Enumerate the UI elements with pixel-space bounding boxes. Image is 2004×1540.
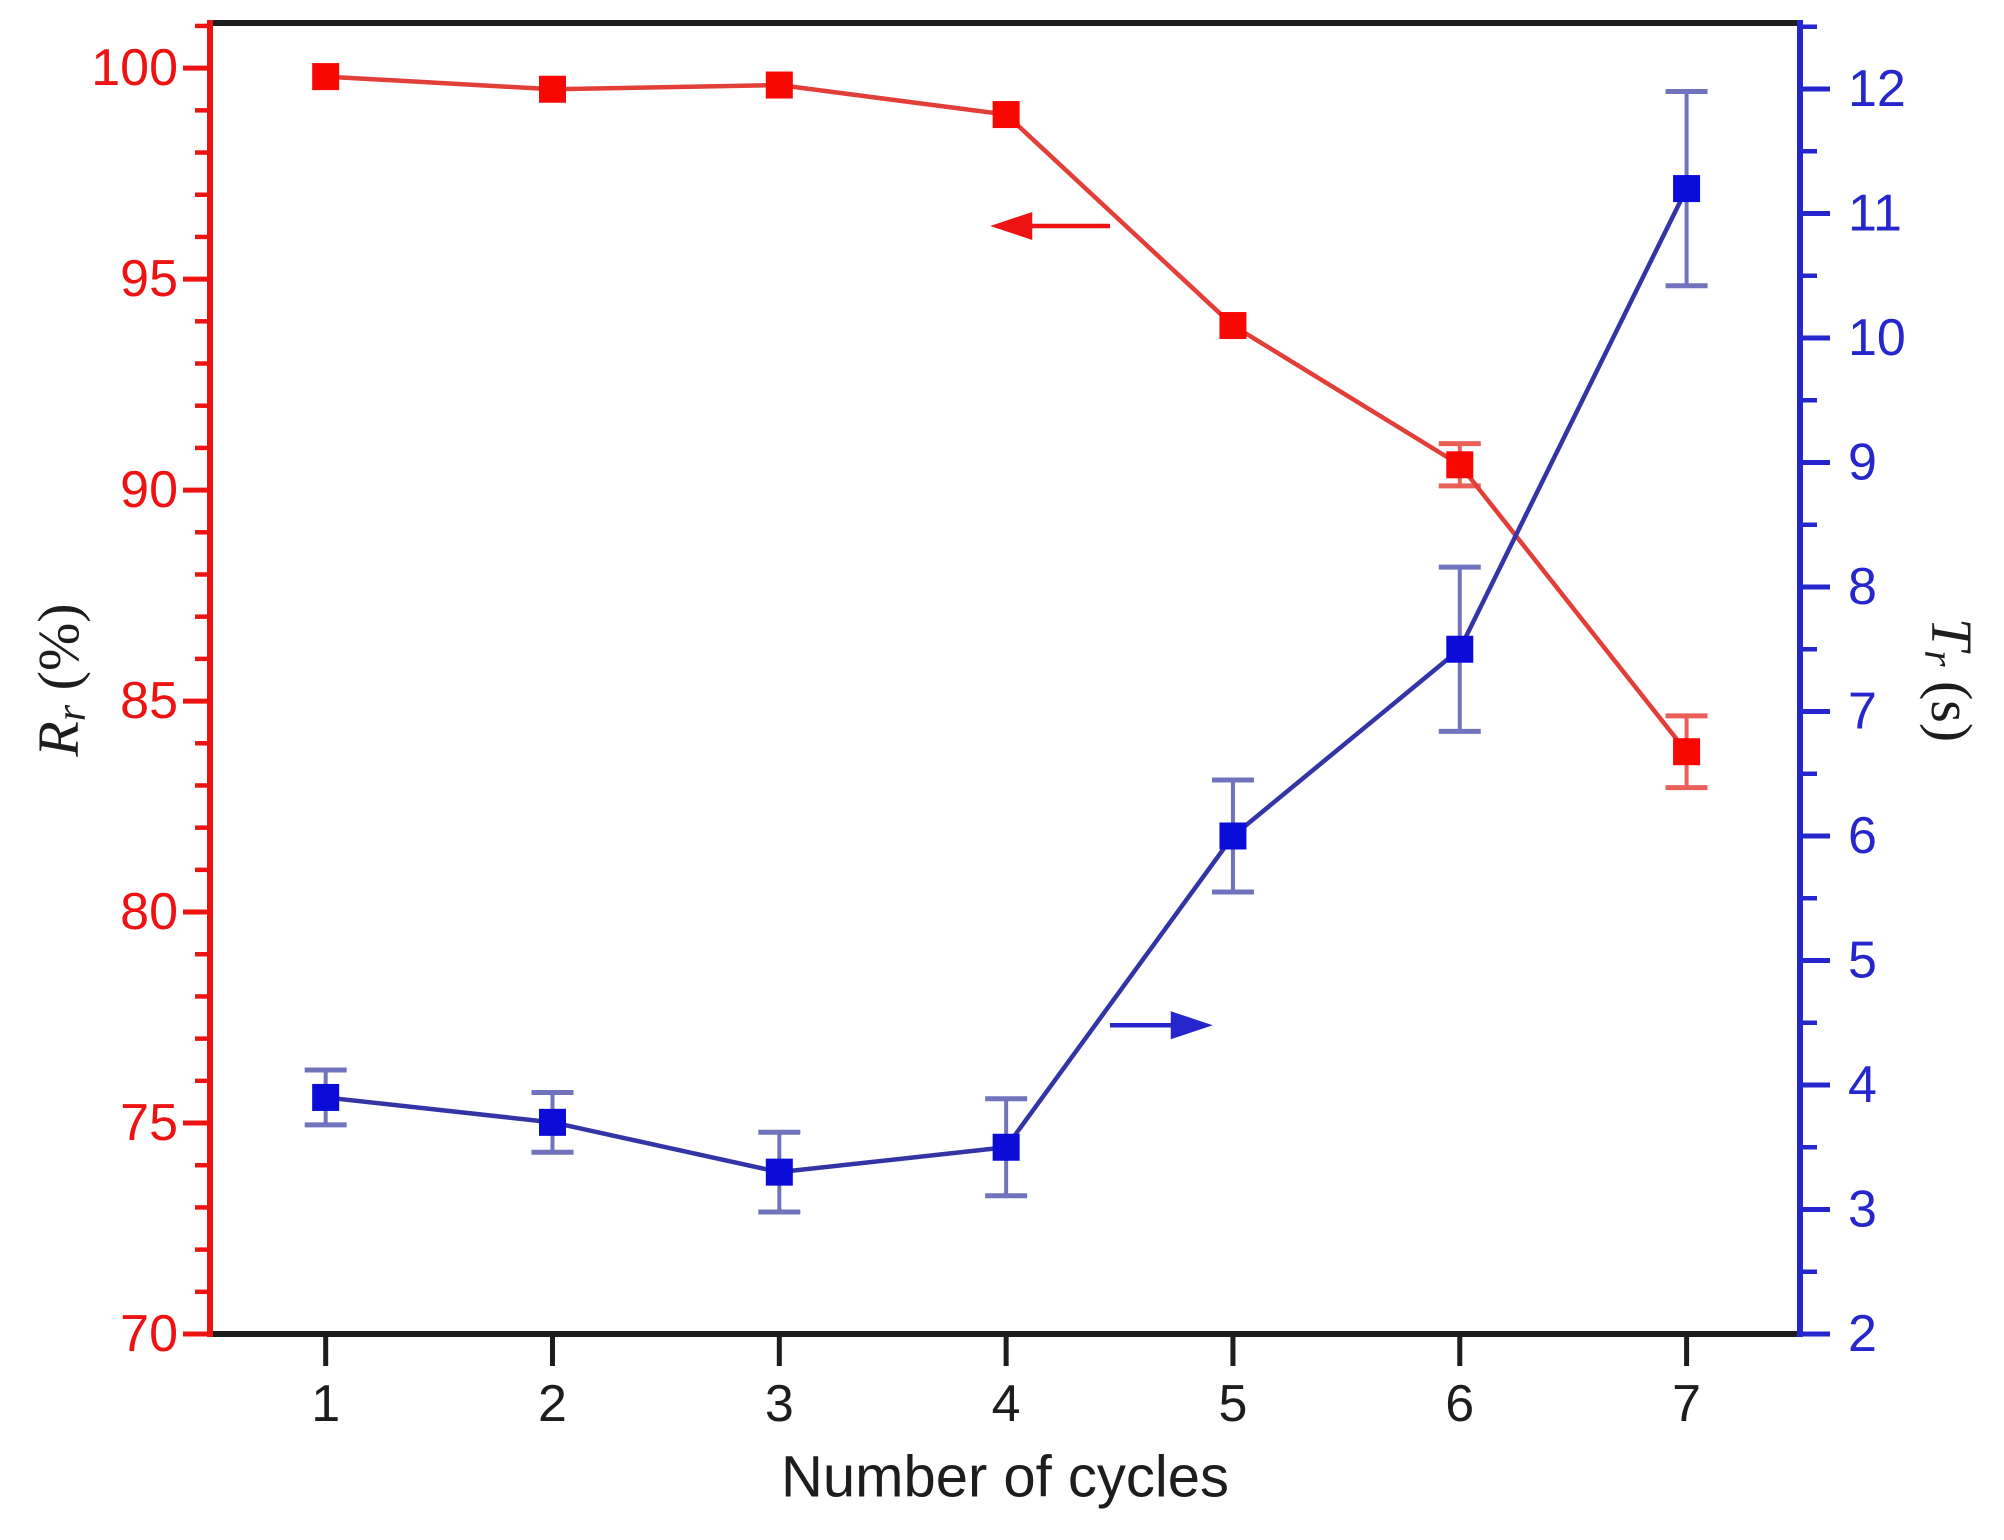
annotation-arrow-head (990, 211, 1033, 240)
right-tick-label: 3 (1848, 1180, 1877, 1238)
data-point-marker (1446, 635, 1474, 663)
x-axis-title: Number of cycles (781, 1445, 1229, 1510)
right-tick-label: 12 (1848, 60, 1906, 118)
data-point-marker (312, 1083, 340, 1111)
data-point-marker (538, 75, 566, 103)
data-point-marker (765, 1158, 793, 1186)
right-tick-label: 8 (1848, 558, 1877, 616)
right-tick-label: 10 (1848, 309, 1906, 367)
left-tick-label: 85 (120, 672, 178, 730)
data-point-marker (1673, 175, 1701, 203)
data-point-marker (992, 101, 1020, 129)
x-tick-label: 6 (1445, 1375, 1474, 1433)
data-point-marker (1446, 451, 1474, 479)
x-tick-label: 3 (765, 1375, 794, 1433)
x-tick-label: 7 (1672, 1375, 1701, 1433)
left-tick-label: 95 (120, 250, 178, 308)
right-tick-label: 11 (1848, 184, 1902, 242)
x-tick-label: 1 (311, 1375, 340, 1433)
data-point-marker (1219, 312, 1247, 340)
left-tick-label: 100 (91, 39, 178, 97)
left-tick-label: 90 (120, 461, 178, 519)
left-axis-title: Rr (%) (26, 603, 96, 757)
left-tick-label: 75 (120, 1094, 178, 1152)
x-tick-label: 5 (1218, 1375, 1247, 1433)
x-tick-label: 4 (992, 1375, 1021, 1433)
annotation-arrow-head (1170, 1011, 1213, 1040)
series-line-red (325, 74, 1689, 754)
right-tick-label: 7 (1848, 682, 1877, 740)
right-tick-label: 9 (1848, 433, 1877, 491)
data-point-marker (312, 63, 340, 91)
data-point-marker (765, 71, 793, 99)
right-axis-title: Tr (s) (1915, 618, 1985, 742)
series-line-blue (325, 187, 1689, 1175)
right-tick-label: 6 (1848, 807, 1877, 865)
right-tick-label: 2 (1848, 1305, 1877, 1363)
left-tick-label: 80 (120, 883, 178, 941)
left-tick-label: 70 (120, 1305, 178, 1363)
data-point-marker (538, 1108, 566, 1136)
right-tick-label: 4 (1848, 1056, 1877, 1114)
data-point-marker (992, 1133, 1020, 1161)
data-point-marker (1673, 738, 1701, 766)
right-tick-label: 5 (1848, 931, 1877, 989)
data-point-marker (1219, 822, 1247, 850)
x-tick-label: 2 (538, 1375, 567, 1433)
